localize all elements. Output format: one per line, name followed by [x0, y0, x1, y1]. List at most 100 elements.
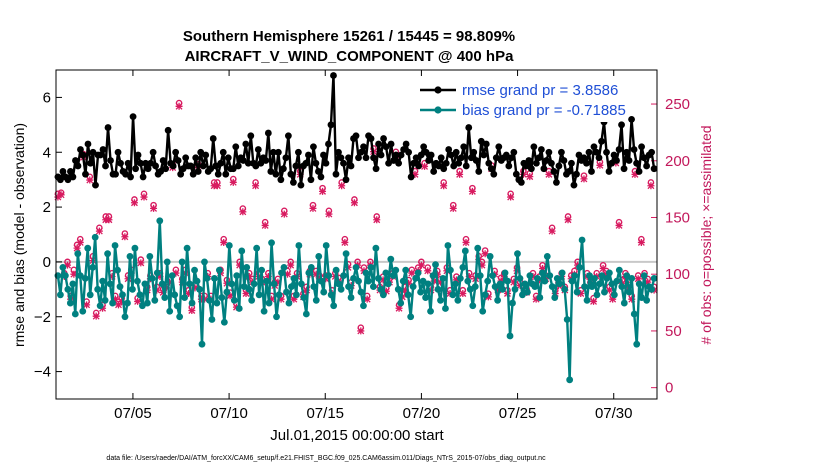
bias-point: [596, 280, 603, 288]
rmse-point: [257, 159, 265, 167]
y-right-tick-label: 200: [665, 153, 690, 170]
obs-assimilated-point: [631, 170, 639, 178]
rmse-point: [430, 168, 438, 175]
obs-assimilated-point: [118, 297, 126, 305]
bias-point: [541, 277, 549, 285]
bias-point: [166, 307, 174, 315]
rmse-point: [177, 170, 185, 178]
rmse-point: [239, 157, 247, 164]
x-tick-label: 07/25: [499, 405, 537, 422]
bias-point: [96, 302, 104, 310]
y-left-tick-label: 4: [43, 144, 51, 161]
rmse-point: [610, 151, 618, 159]
rmse-point: [422, 148, 430, 156]
rmse-point: [375, 140, 382, 148]
rmse-point: [427, 151, 435, 159]
rmse-point: [492, 154, 500, 162]
bias-point: [387, 255, 395, 263]
bias-point: [104, 250, 112, 258]
rmse-point: [164, 126, 172, 134]
bias-point: [141, 280, 149, 288]
rmse-point: [385, 159, 392, 167]
obs-assimilated-point: [494, 286, 502, 294]
obs-assimilated-point: [137, 259, 145, 267]
rmse-point: [390, 157, 397, 164]
rmse-point: [465, 124, 473, 131]
chart-title-line2: AIRCRAFT_V_WIND_COMPONENT @ 400 hPa: [185, 48, 515, 65]
bias-point: [610, 291, 618, 299]
bias-point: [625, 288, 633, 296]
bias-point: [191, 266, 198, 274]
bias-point: [203, 274, 211, 282]
obs-assimilated-point: [599, 265, 607, 273]
bias-point: [258, 266, 266, 274]
obs-assimilated-point: [341, 238, 349, 246]
obs-assimilated-point: [229, 178, 237, 186]
bias-point: [208, 316, 216, 323]
bias-point: [571, 272, 579, 280]
rmse-point: [402, 140, 410, 148]
rmse-point: [648, 148, 656, 156]
chart-title-line1: Southern Hemisphere 15261 / 15445 = 98.8…: [183, 28, 515, 45]
bias-point: [449, 291, 457, 299]
rmse-point: [355, 154, 362, 162]
rmse-point: [202, 151, 210, 159]
bias-point: [384, 280, 392, 288]
obs-assimilated-point: [647, 182, 655, 190]
bias-point: [330, 302, 338, 310]
rmse-point: [295, 148, 302, 156]
bias-point: [263, 277, 270, 285]
bias-point: [476, 272, 484, 280]
obs-assimilated-point: [86, 176, 94, 184]
obs-assimilated-point: [373, 216, 381, 224]
y-left-tick-label: 2: [43, 199, 51, 216]
rmse-point: [194, 168, 202, 175]
obs-assimilated-point: [468, 187, 476, 195]
rmse-point: [345, 154, 352, 162]
obs-assimilated-point: [252, 182, 260, 190]
bias-point: [320, 288, 328, 296]
rmse-point: [337, 154, 345, 162]
bias-point: [447, 266, 454, 274]
bias-point: [215, 266, 223, 274]
bias-point: [521, 280, 529, 288]
rmse-point: [633, 159, 640, 167]
rmse-point: [565, 168, 573, 175]
rmse-point: [279, 165, 287, 173]
rmse-point: [558, 148, 565, 156]
rmse-point: [69, 173, 77, 181]
bias-point: [370, 283, 377, 290]
rmse-series: [54, 72, 658, 189]
rmse-point: [340, 159, 347, 167]
bias-point: [377, 285, 385, 293]
rmse-point: [124, 159, 132, 167]
bias-point: [379, 291, 387, 299]
bias-point: [310, 283, 318, 290]
bias-point: [412, 274, 420, 282]
bias-point: [342, 250, 350, 258]
bias-point: [489, 272, 497, 280]
rmse-point: [312, 159, 320, 167]
rmse-point: [247, 132, 255, 140]
bias-point: [618, 283, 626, 290]
bias-point: [397, 299, 405, 307]
bias-point: [99, 277, 107, 285]
bias-point: [352, 264, 360, 271]
rmse-point: [132, 165, 139, 173]
bias-point: [158, 280, 166, 288]
bias-point: [429, 272, 437, 280]
rmse-point: [67, 168, 74, 175]
rmse-point: [292, 162, 300, 170]
rmse-point: [525, 157, 533, 164]
obs-assimilated-point: [156, 272, 164, 280]
rmse-point: [269, 148, 277, 156]
bias-point: [69, 280, 77, 288]
bias-point: [511, 285, 519, 293]
obs-assimilated-point: [185, 289, 193, 297]
bias-point: [437, 296, 444, 304]
rmse-point: [397, 151, 405, 159]
bias-point: [499, 285, 506, 293]
bias-point: [186, 280, 193, 288]
obs-assimilated-point: [287, 261, 295, 269]
